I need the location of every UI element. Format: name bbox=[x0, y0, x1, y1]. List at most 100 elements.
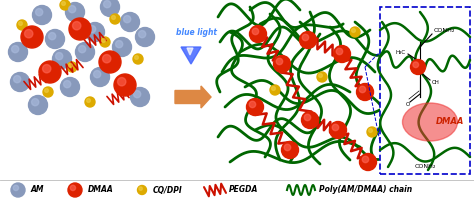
Circle shape bbox=[64, 81, 71, 88]
Circle shape bbox=[60, 0, 70, 10]
Circle shape bbox=[33, 5, 52, 24]
Circle shape bbox=[120, 13, 139, 32]
Bar bbox=[380, 7, 470, 174]
Circle shape bbox=[9, 42, 27, 61]
Circle shape bbox=[21, 26, 43, 48]
Text: O: O bbox=[406, 102, 410, 107]
Text: DMAA: DMAA bbox=[88, 185, 114, 195]
Circle shape bbox=[300, 32, 317, 48]
Text: DMAA: DMAA bbox=[436, 118, 464, 126]
Circle shape bbox=[25, 29, 33, 38]
Circle shape bbox=[249, 25, 266, 42]
Circle shape bbox=[43, 87, 53, 97]
Circle shape bbox=[10, 73, 29, 92]
Circle shape bbox=[99, 51, 121, 73]
Circle shape bbox=[53, 49, 72, 68]
Circle shape bbox=[69, 18, 91, 40]
Circle shape bbox=[112, 38, 131, 57]
Circle shape bbox=[352, 29, 356, 32]
Circle shape bbox=[11, 183, 25, 197]
Circle shape bbox=[304, 114, 310, 121]
Circle shape bbox=[334, 45, 350, 62]
Circle shape bbox=[91, 67, 109, 86]
Circle shape bbox=[350, 27, 360, 37]
Circle shape bbox=[69, 64, 73, 67]
Circle shape bbox=[89, 25, 96, 33]
Circle shape bbox=[276, 58, 283, 65]
Circle shape bbox=[65, 2, 84, 21]
Circle shape bbox=[14, 76, 21, 83]
Circle shape bbox=[317, 72, 327, 82]
Circle shape bbox=[139, 187, 142, 190]
Circle shape bbox=[284, 144, 291, 151]
Circle shape bbox=[135, 56, 138, 59]
Circle shape bbox=[85, 97, 95, 107]
Circle shape bbox=[133, 54, 143, 64]
Circle shape bbox=[75, 42, 94, 61]
Circle shape bbox=[356, 83, 374, 101]
Circle shape bbox=[246, 99, 264, 116]
Circle shape bbox=[138, 31, 146, 38]
Circle shape bbox=[79, 45, 86, 53]
Circle shape bbox=[134, 90, 141, 98]
Circle shape bbox=[249, 101, 255, 108]
Text: CONH₂: CONH₂ bbox=[434, 27, 456, 33]
Circle shape bbox=[273, 56, 291, 73]
Circle shape bbox=[332, 124, 339, 131]
Circle shape bbox=[61, 78, 80, 97]
Circle shape bbox=[410, 60, 426, 75]
Circle shape bbox=[136, 27, 155, 46]
Ellipse shape bbox=[402, 103, 457, 141]
Circle shape bbox=[111, 16, 115, 19]
Circle shape bbox=[302, 34, 309, 41]
Circle shape bbox=[272, 87, 275, 90]
Circle shape bbox=[48, 33, 56, 40]
Circle shape bbox=[69, 5, 76, 13]
Circle shape bbox=[301, 112, 319, 128]
Circle shape bbox=[32, 99, 39, 106]
Circle shape bbox=[110, 14, 120, 24]
Circle shape bbox=[270, 85, 280, 95]
Circle shape bbox=[73, 22, 81, 30]
Circle shape bbox=[124, 16, 131, 23]
Circle shape bbox=[252, 28, 259, 35]
Circle shape bbox=[359, 86, 365, 93]
Circle shape bbox=[329, 121, 346, 139]
Circle shape bbox=[62, 2, 65, 5]
Circle shape bbox=[43, 64, 51, 73]
Text: Poly(AM/DMAA) chain: Poly(AM/DMAA) chain bbox=[319, 185, 412, 195]
Circle shape bbox=[413, 62, 419, 68]
Text: PEGDA: PEGDA bbox=[229, 185, 258, 195]
Circle shape bbox=[68, 183, 82, 197]
Circle shape bbox=[87, 99, 91, 102]
Circle shape bbox=[102, 55, 111, 63]
Circle shape bbox=[101, 39, 105, 42]
Circle shape bbox=[137, 185, 146, 195]
Circle shape bbox=[319, 74, 322, 77]
FancyArrow shape bbox=[175, 86, 211, 108]
Circle shape bbox=[282, 141, 299, 159]
Text: CQ/DPI: CQ/DPI bbox=[153, 185, 182, 195]
Text: H₃C: H₃C bbox=[396, 49, 406, 55]
Text: AM: AM bbox=[31, 185, 45, 195]
Circle shape bbox=[369, 129, 373, 132]
Circle shape bbox=[362, 156, 369, 163]
Circle shape bbox=[11, 45, 19, 53]
Circle shape bbox=[359, 154, 376, 170]
Circle shape bbox=[336, 48, 343, 55]
Circle shape bbox=[39, 61, 61, 83]
Circle shape bbox=[118, 78, 126, 86]
Circle shape bbox=[367, 127, 377, 137]
Circle shape bbox=[93, 70, 101, 78]
Circle shape bbox=[55, 53, 63, 60]
Circle shape bbox=[85, 22, 104, 41]
Circle shape bbox=[45, 89, 48, 92]
Circle shape bbox=[114, 74, 136, 96]
Circle shape bbox=[46, 29, 64, 48]
Circle shape bbox=[13, 185, 18, 190]
Circle shape bbox=[130, 87, 149, 106]
Polygon shape bbox=[181, 47, 201, 64]
Circle shape bbox=[103, 1, 111, 8]
Circle shape bbox=[70, 185, 75, 190]
Text: blue light: blue light bbox=[176, 28, 218, 37]
